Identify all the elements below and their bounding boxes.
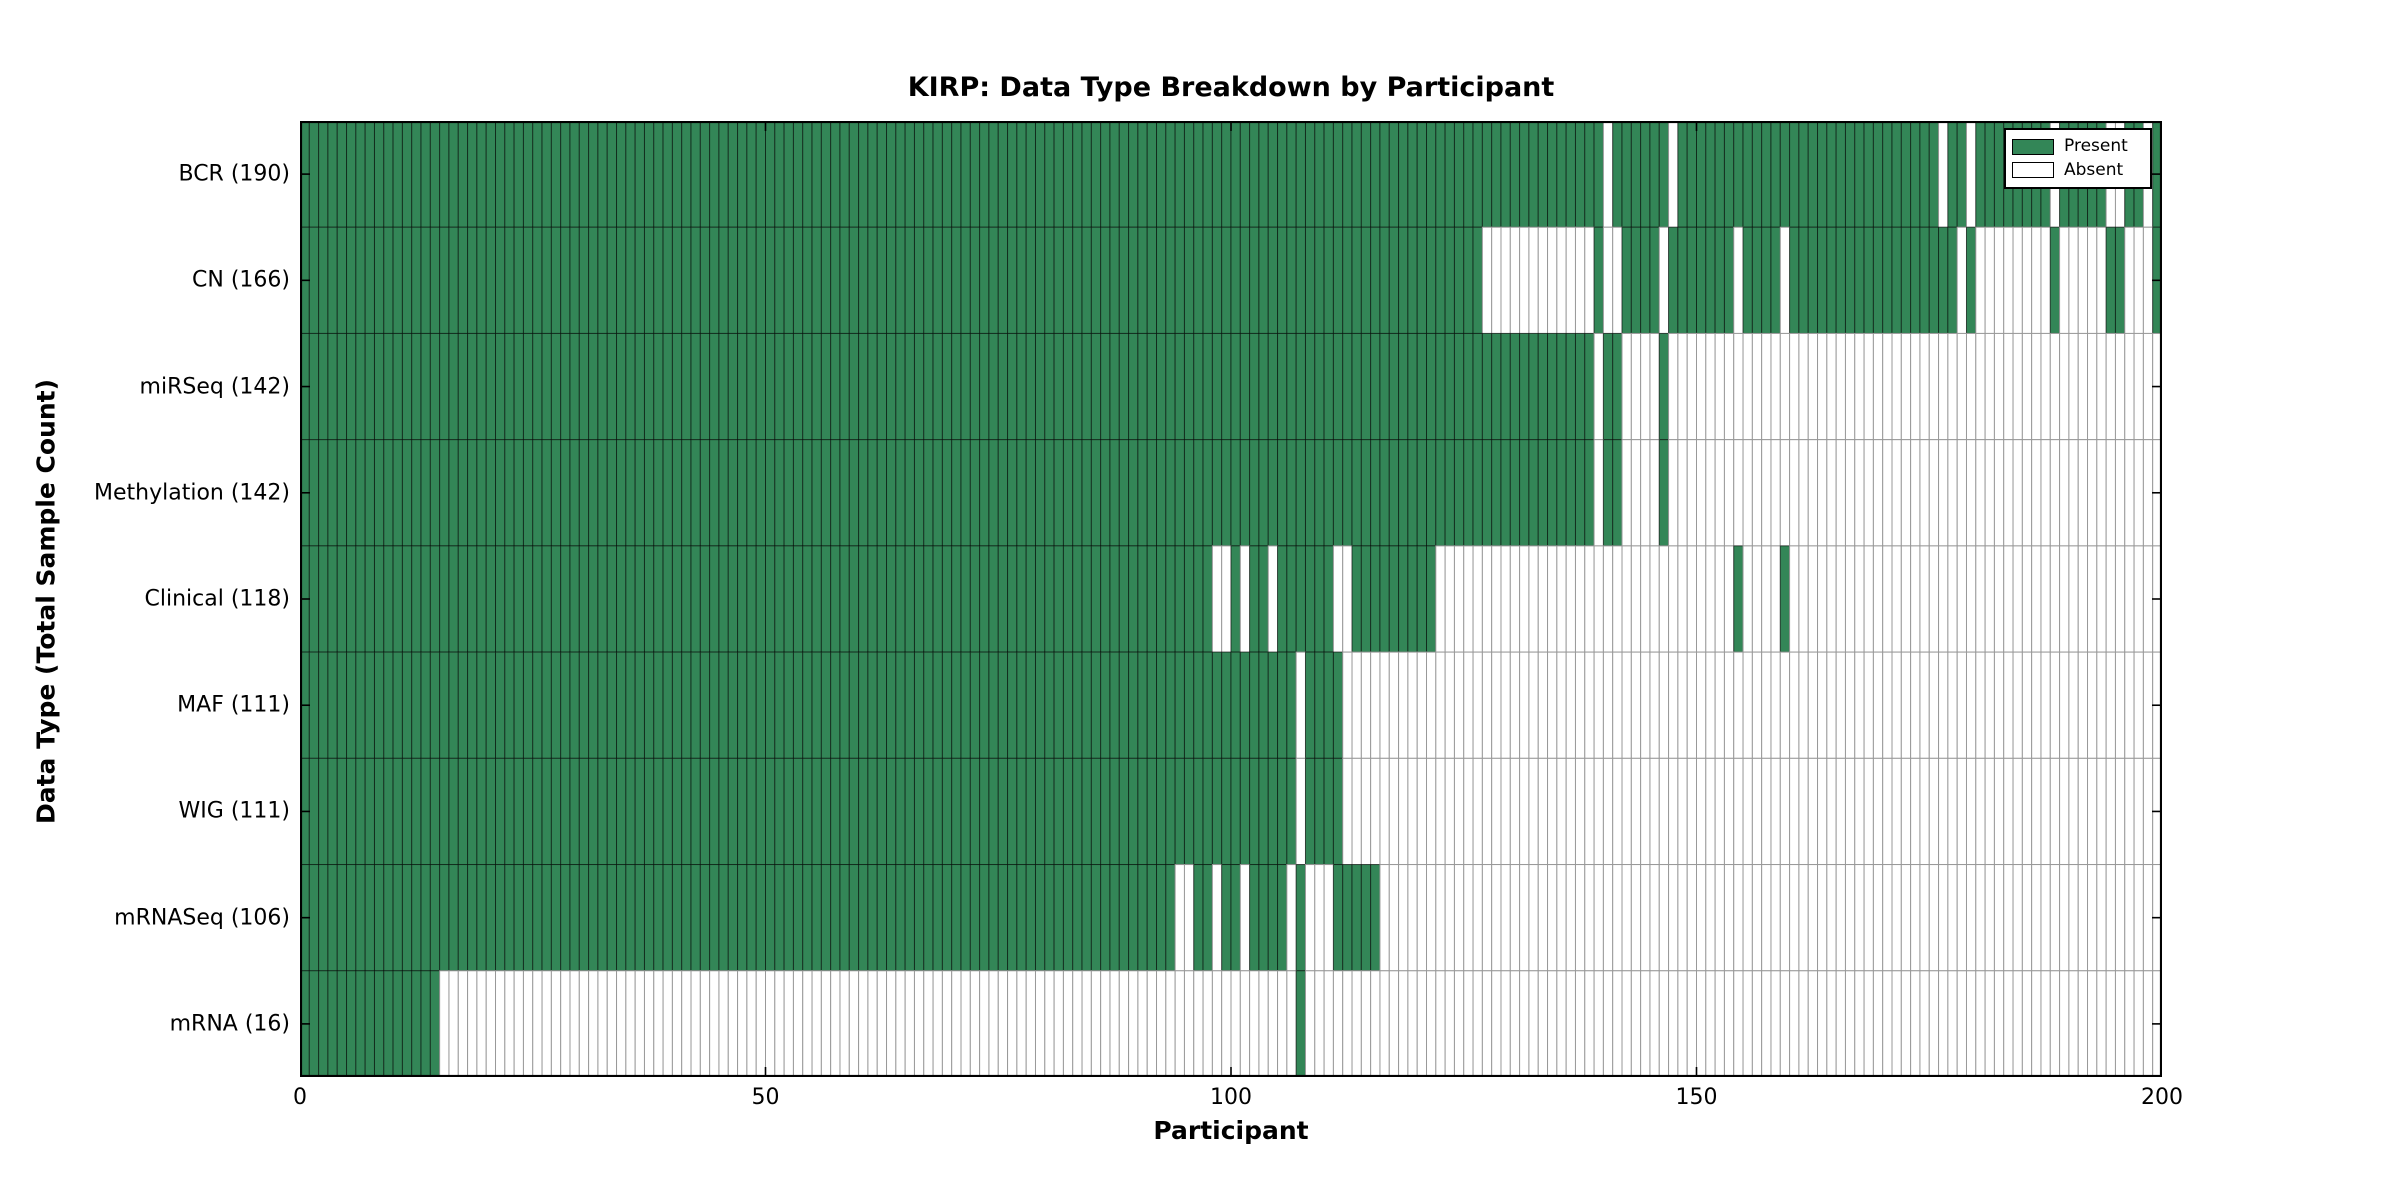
- legend-entry-absent: Absent: [2012, 159, 2144, 180]
- x-axis-title: Participant: [1153, 1116, 1309, 1145]
- chart-title: KIRP: Data Type Breakdown by Participant: [907, 72, 1555, 103]
- y-tick-label: mRNASeq (106): [114, 905, 290, 931]
- y-tick-label: BCR (190): [178, 161, 290, 187]
- x-tick-label: 200: [2141, 1085, 2183, 1110]
- x-tick-label: 0: [293, 1085, 307, 1110]
- y-tick-label: mRNA (16): [169, 1011, 290, 1037]
- y-tick-label: WIG (111): [178, 798, 290, 824]
- x-tick-label: 150: [1675, 1085, 1718, 1110]
- legend-entry-present: Present: [2012, 138, 2144, 155]
- legend: Present Absent: [2004, 128, 2152, 189]
- y-tick-label: MAF (111): [177, 692, 290, 718]
- y-tick-label: Clinical (118): [144, 586, 290, 612]
- plot-area: [299, 120, 2163, 1078]
- legend-label-absent: Absent: [2064, 159, 2124, 180]
- x-tick-label: 50: [751, 1085, 780, 1110]
- x-tick-label: 100: [1210, 1085, 1252, 1110]
- legend-label-present: Present: [2064, 136, 2128, 157]
- y-tick-label: miRSeq (142): [139, 374, 290, 400]
- y-tick-label: CN (166): [192, 267, 290, 293]
- present-swatch: [2012, 138, 2054, 155]
- y-tick-label: Methylation (142): [94, 480, 290, 506]
- presence-matrix: [299, 120, 2163, 1078]
- absent-swatch: [2012, 162, 2054, 179]
